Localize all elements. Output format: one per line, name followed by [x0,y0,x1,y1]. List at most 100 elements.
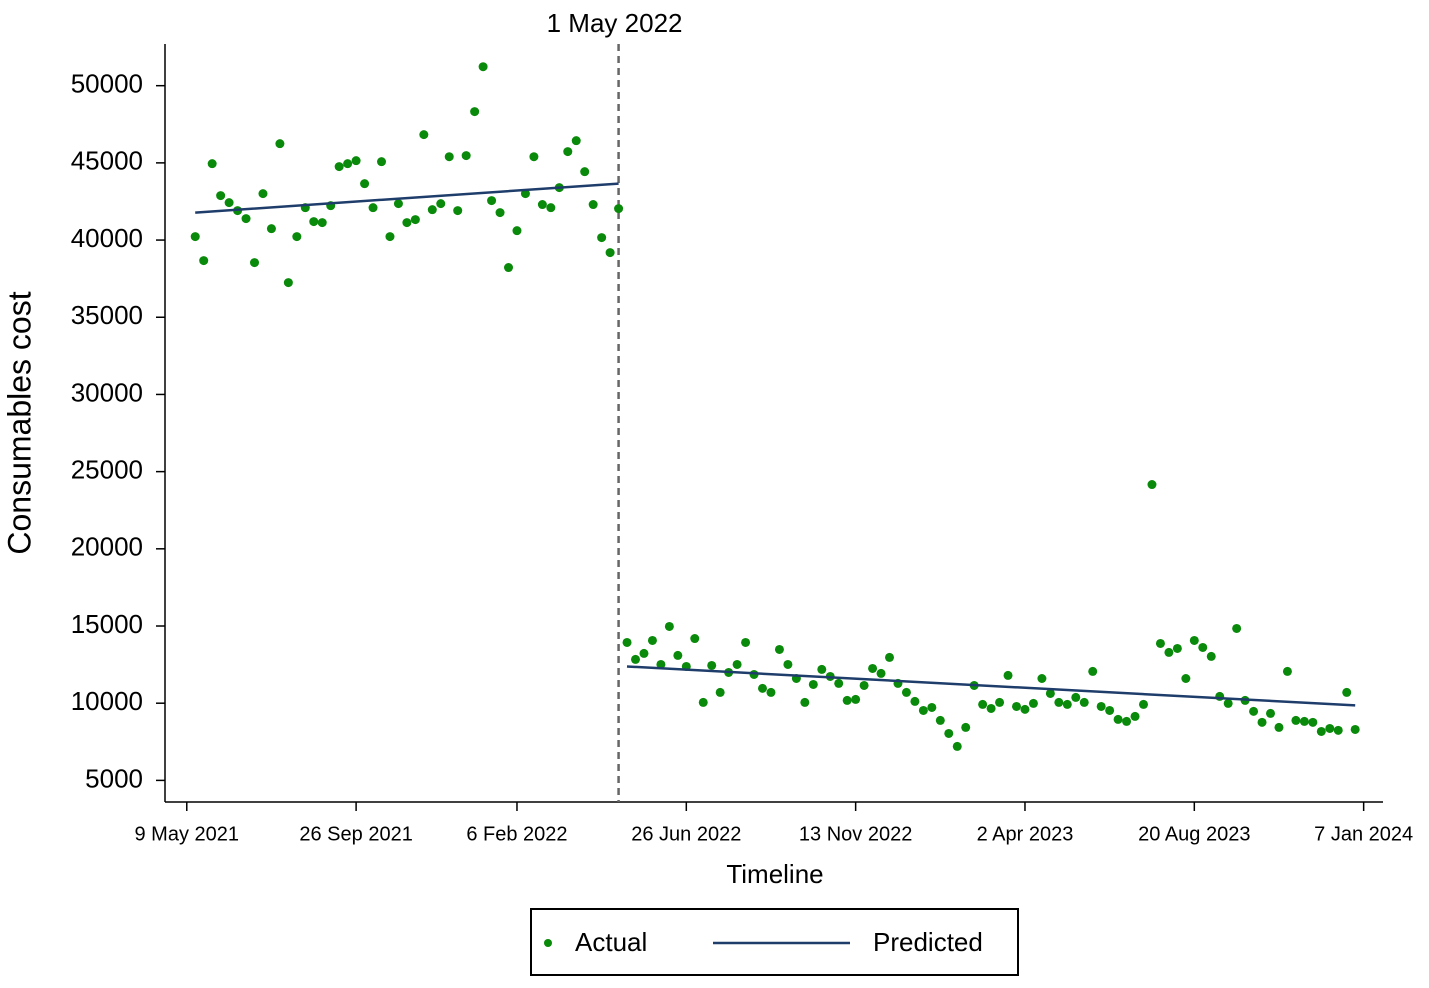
data-point [1333,725,1343,735]
data-point [241,214,251,224]
data-point [512,226,522,236]
y-tick-label: 35000 [71,300,143,330]
data-point [351,156,361,166]
data-point [859,680,869,690]
data-point [597,233,607,243]
data-point [436,199,446,209]
data-point [292,232,302,242]
y-tick-label: 15000 [71,609,143,639]
data-point [377,157,387,167]
data-point [1172,643,1182,653]
data-point [419,130,429,140]
data-point [546,203,556,213]
data-point [1308,717,1318,727]
data-point [631,654,641,664]
data-point [961,722,971,732]
data-point [952,741,962,751]
data-point [1223,698,1233,708]
data-point [1147,480,1157,490]
data-point [343,159,353,169]
data-point [639,648,649,658]
legend-label: Actual [575,927,647,957]
data-point [1206,651,1216,661]
data-point [1020,704,1030,714]
data-point [834,678,844,688]
data-point [1003,670,1013,680]
data-point [1282,666,1292,676]
data-point [622,637,632,647]
data-point [1054,697,1064,707]
data-point [537,200,547,210]
data-point [283,278,293,288]
x-tick-label: 26 Sep 2021 [299,823,412,845]
y-tick-label: 30000 [71,377,143,407]
data-point [402,218,412,228]
data-point [758,683,768,693]
data-point [393,199,403,209]
data-point [715,687,725,697]
x-axis-label: Timeline [726,859,823,889]
data-point [453,206,463,216]
y-tick-label: 45000 [71,146,143,176]
data-point [1257,717,1267,727]
data-point [250,258,260,268]
data-point [1071,692,1081,702]
data-point [1045,688,1055,698]
data-point [1113,714,1123,724]
x-tick-label: 7 Jan 2024 [1314,823,1413,845]
data-point [1274,722,1284,732]
data-point [698,697,708,707]
data-point [1012,701,1022,711]
data-point [224,198,234,208]
data-point [741,637,751,647]
data-point [368,203,378,213]
data-point [495,208,505,218]
reference-label: 1 May 2022 [547,8,683,38]
data-point [487,196,497,206]
y-tick-label: 5000 [85,763,143,793]
data-point [927,702,937,712]
data-point [1299,716,1309,726]
data-point [1028,698,1038,708]
data-point [385,232,395,242]
data-point [673,650,683,660]
data-point [1350,724,1360,734]
data-point [199,256,209,266]
data-point [1164,647,1174,657]
data-point [1079,697,1089,707]
data-point [1316,726,1326,736]
data-point [216,191,226,201]
data-point [876,668,886,678]
x-tick-label: 26 Jun 2022 [631,823,741,845]
data-point [605,248,615,258]
data-point [444,152,454,162]
y-tick-label: 20000 [71,532,143,562]
data-point [918,705,928,715]
data-point [588,200,598,210]
data-point [258,189,268,199]
data-point [690,634,700,644]
data-point [851,694,861,704]
data-point [478,62,488,72]
y-tick-label: 25000 [71,455,143,485]
data-point [1096,701,1106,711]
x-tick-label: 2 Apr 2023 [977,823,1074,845]
data-point [1130,711,1140,721]
x-tick-label: 9 May 2021 [135,823,240,845]
data-point [868,663,878,673]
y-tick-label: 10000 [71,686,143,716]
data-point [461,151,471,161]
data-point [1249,706,1259,716]
data-point [266,224,276,234]
legend-label: Predicted [873,927,983,957]
data-point [910,696,920,706]
x-tick-label: 20 Aug 2023 [1138,823,1250,845]
data-point [1189,635,1199,645]
data-point [1291,715,1301,725]
data-point [774,644,784,654]
y-tick-label: 50000 [71,69,143,99]
data-point [901,687,911,697]
data-point [1062,699,1072,709]
data-point [978,699,988,709]
data-point [529,152,539,162]
